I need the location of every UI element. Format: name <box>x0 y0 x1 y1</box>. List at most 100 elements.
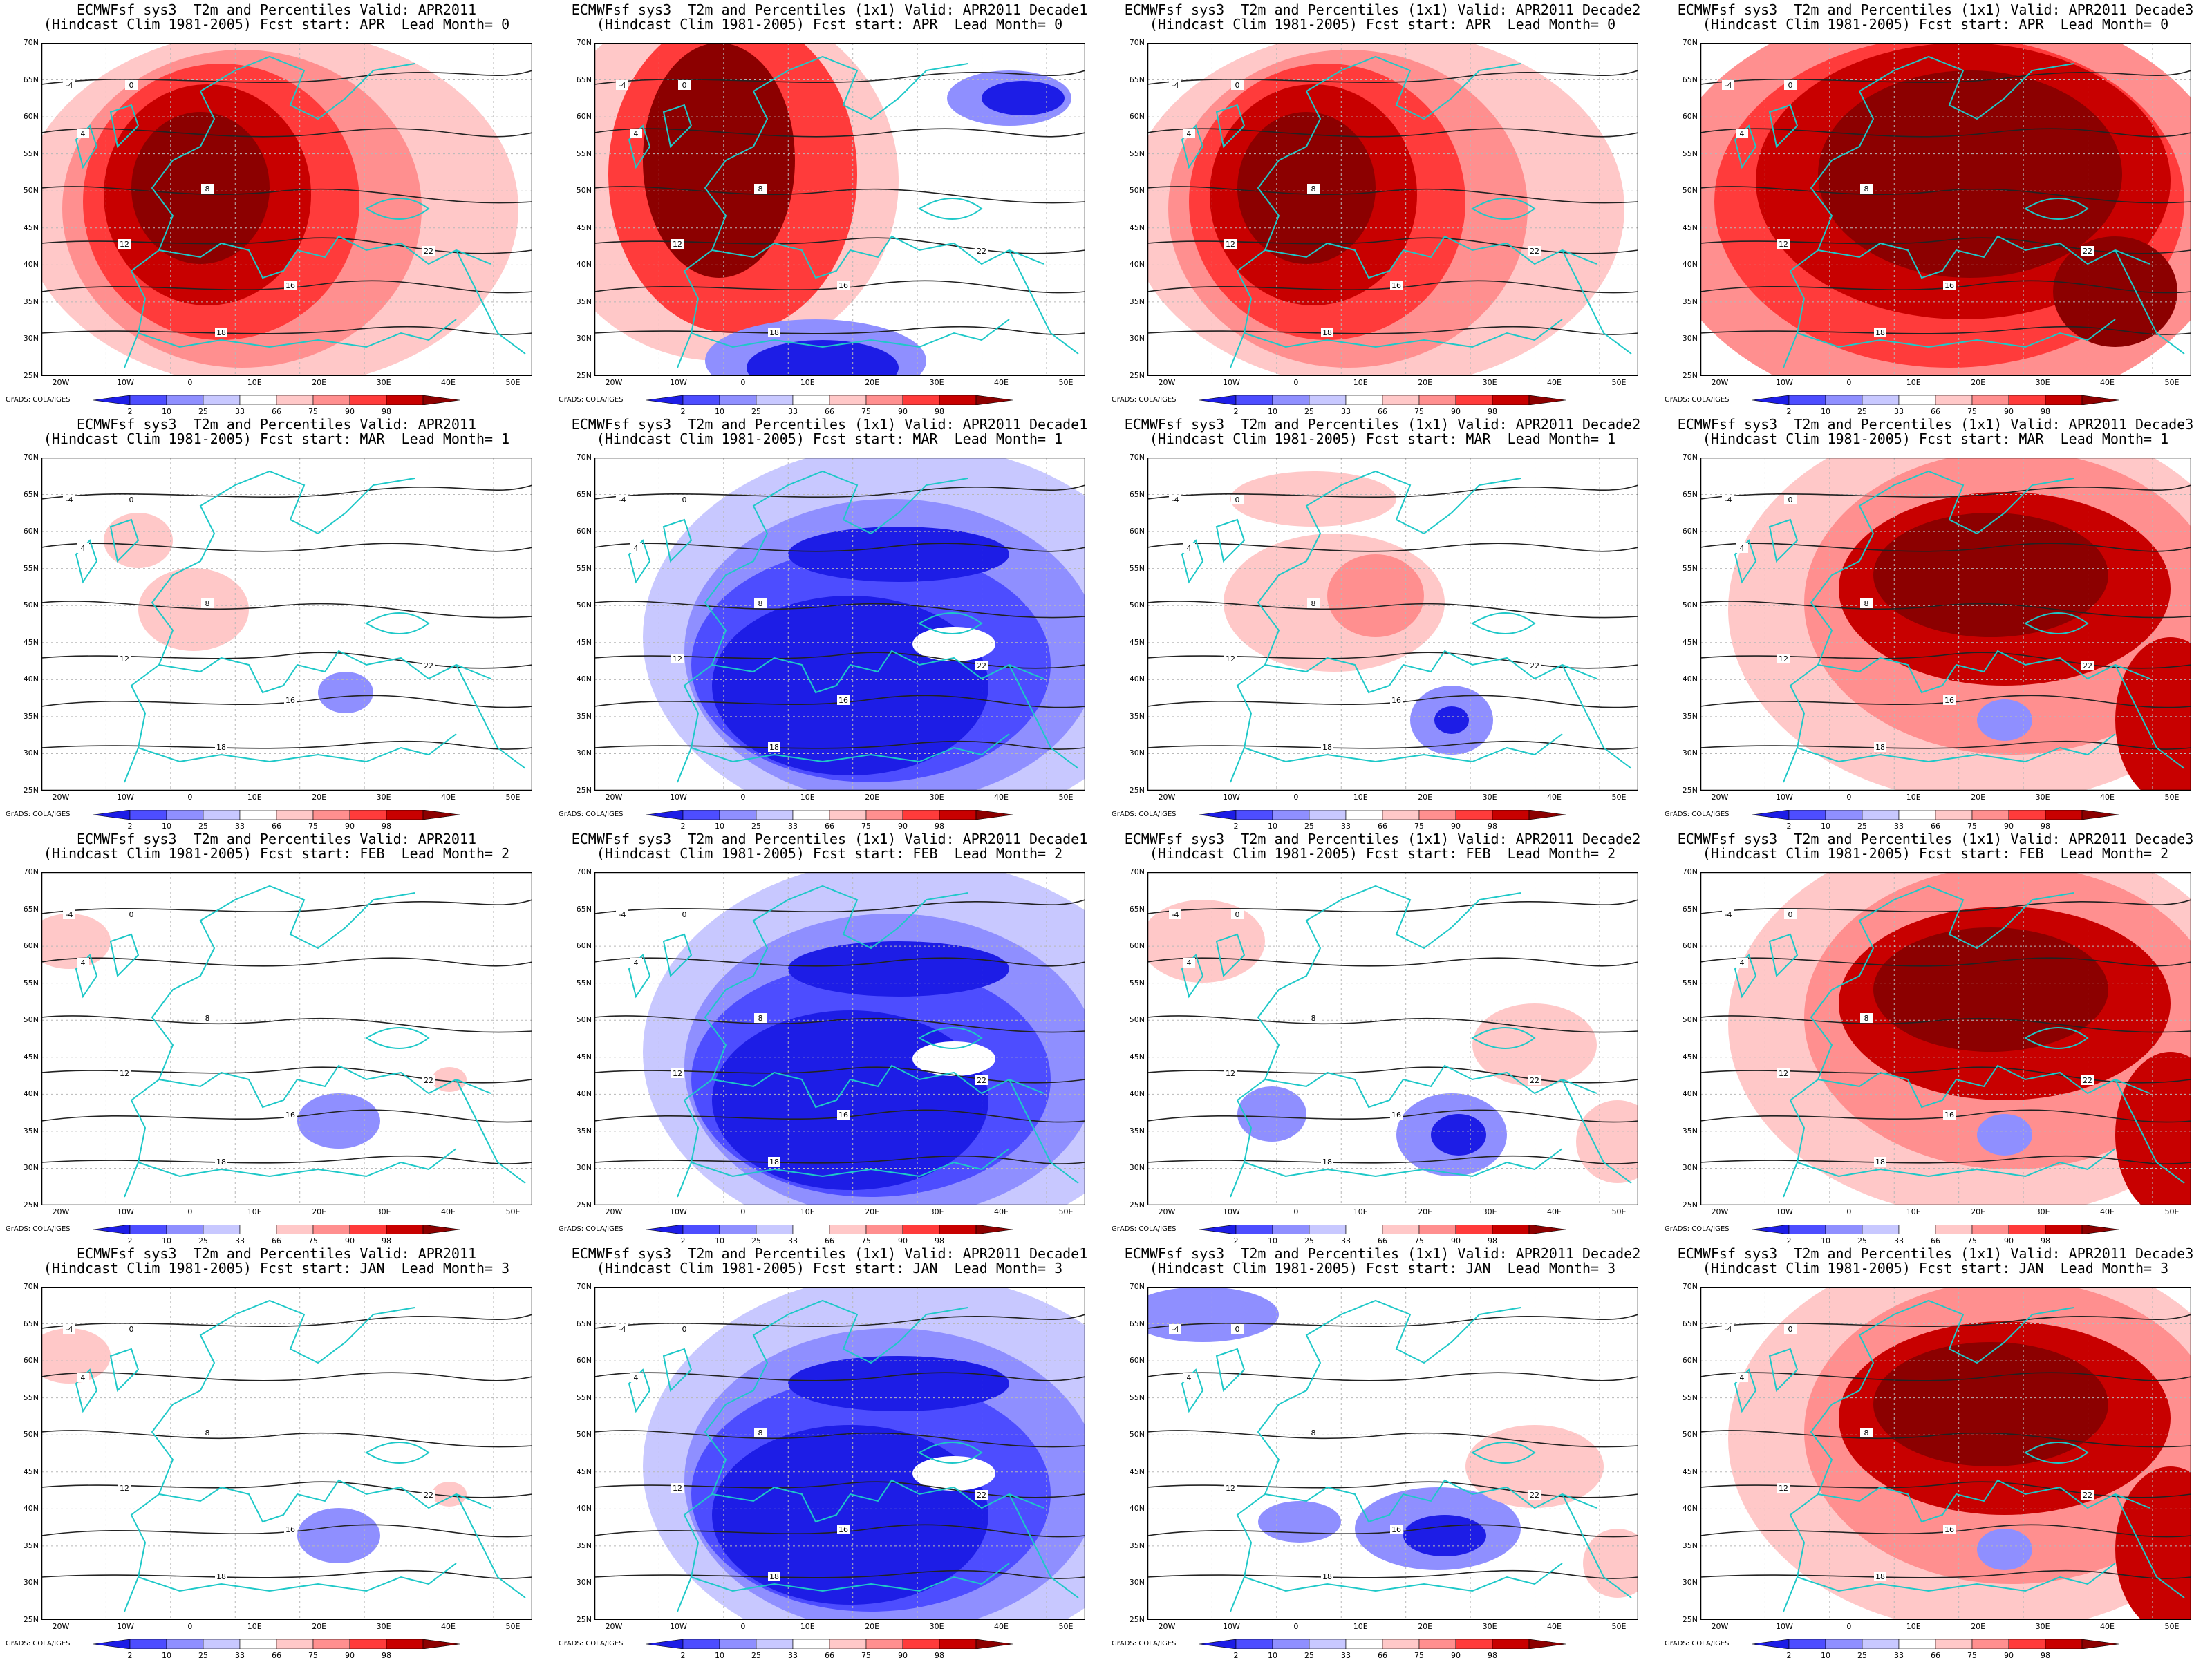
coastline <box>138 319 457 348</box>
coastline <box>628 124 651 169</box>
colorbar-tick-label: 25 <box>198 1236 208 1245</box>
contour-label: -4 <box>1172 910 1179 919</box>
anomaly-map: -4 0 4 8 12 16 18 22 <box>41 872 532 1205</box>
longitude-label: 30E <box>929 1207 944 1216</box>
colorbar-swatch <box>1272 395 1310 405</box>
longitude-label: 20E <box>865 1622 880 1631</box>
coastline <box>138 733 457 763</box>
longitude-label: 50E <box>1058 378 1074 387</box>
latitude-label: 70N <box>1682 867 1698 876</box>
contour-label: -4 <box>66 910 73 919</box>
contour-label: 0 <box>129 1325 134 1334</box>
coastline <box>1244 733 1563 763</box>
latitude-label: 45N <box>1682 223 1698 232</box>
percentile-shading <box>982 81 1065 115</box>
coastline <box>918 1027 983 1049</box>
latitude-label: 45N <box>1129 223 1145 232</box>
latitude-label: 30N <box>576 748 592 758</box>
temperature-contour <box>1700 70 2191 85</box>
colorbar-tick-label: 98 <box>2041 407 2050 416</box>
contour-label: -4 <box>66 1325 73 1334</box>
map-frame: -4 0 4 8 12 16 18 22 70N 65N 60N 55N 50N 45N 40N 35N 30N… <box>24 1283 532 1631</box>
contour-label: 22 <box>424 1491 433 1500</box>
colorbar-tick-label: 98 <box>935 1651 944 1660</box>
panel-subtitle: (Hindcast Clim 1981-2005) Fcst start: FE… <box>596 845 1063 862</box>
colorbar-tick-label: 75 <box>861 1236 871 1245</box>
contour-label: 22 <box>977 1491 986 1500</box>
colorbar-swatch <box>1862 810 1900 820</box>
latitude-label: 70N <box>1129 1282 1145 1291</box>
contour-label: 4 <box>1740 959 1745 968</box>
colorbar-swatch <box>422 1225 460 1234</box>
coastline <box>1264 650 1597 694</box>
contour-label: 0 <box>1788 496 1793 504</box>
contour-label: 12 <box>673 1069 682 1078</box>
colorbar-tick-label: 66 <box>825 407 834 416</box>
latitude-label: 55N <box>576 563 592 573</box>
colorbar-swatch <box>1935 810 1973 820</box>
coastline <box>1562 664 1632 769</box>
latitude-label: 55N <box>1682 149 1698 158</box>
latitude-label: 30N <box>23 1163 39 1173</box>
colorbar-tick-label: 75 <box>861 822 871 831</box>
coastline <box>109 1348 140 1393</box>
contour-label: 16 <box>1391 281 1401 290</box>
contour-label: -4 <box>1725 1325 1732 1334</box>
contour-label: 8 <box>205 1428 210 1437</box>
percentile-shading <box>643 43 795 278</box>
map-panel: ECMWFsf sys3 T2m and Percentiles (1x1) V… <box>553 1244 1106 1660</box>
latitude-label: 40N <box>23 1089 39 1099</box>
colorbar-tick-label: 10 <box>1821 407 1830 416</box>
temperature-contour <box>594 326 1085 335</box>
latitude-label: 70N <box>1129 453 1145 462</box>
coastline <box>711 1479 1044 1523</box>
colorbar-swatch <box>1345 1225 1383 1234</box>
colorbar-swatch <box>1455 1639 1493 1649</box>
coastline <box>124 1299 415 1612</box>
contour-label: 8 <box>205 599 210 608</box>
contour-label: 4 <box>1740 1373 1745 1382</box>
temperature-contour <box>41 899 532 914</box>
colorbar-swatch <box>975 1639 1013 1649</box>
contour-label: 16 <box>1391 696 1401 705</box>
longitude-label: 10W <box>669 793 687 802</box>
colorbar-tick-label: 10 <box>162 1651 171 1660</box>
colorbar-swatch <box>1935 1639 1973 1649</box>
panel-title: ECMWFsf sys3 T2m and Percentiles (1x1) V… <box>1677 1245 2194 1262</box>
temperature-contour <box>1147 695 1638 708</box>
temperature-contour <box>1147 1314 1638 1329</box>
coastline <box>628 539 651 584</box>
latitude-label: 65N <box>1682 75 1698 84</box>
latitude-label: 55N <box>1682 978 1698 988</box>
latitude-label: 50N <box>576 1015 592 1025</box>
coastline <box>1181 539 1204 584</box>
temperature-contour <box>1700 1569 2191 1579</box>
contour-label: -4 <box>1725 910 1732 919</box>
longitude-label: 20W <box>52 793 70 802</box>
latitude-label: 60N <box>23 527 39 536</box>
latitude-label: 50N <box>576 1430 592 1440</box>
contour-label: 22 <box>2083 1076 2092 1085</box>
map-panel: ECMWFsf sys3 T2m and Percentiles (1x1) V… <box>1659 829 2212 1245</box>
longitude-label: 10W <box>1222 1622 1240 1631</box>
colorbar-swatch <box>1898 1225 1936 1234</box>
latitude-label: 45N <box>576 1052 592 1062</box>
contour-label: 22 <box>2083 1491 2092 1500</box>
contour-label: 22 <box>1530 247 1539 256</box>
contour-label: 8 <box>1864 185 1869 194</box>
colorbar-swatch <box>349 810 387 820</box>
colorbar-swatch <box>422 395 460 405</box>
coastline <box>75 954 98 999</box>
grads-credit: GrADS: COLA/IGES <box>1112 396 1177 404</box>
longitude-label: 10W <box>1775 1207 1793 1216</box>
colorbar-swatch <box>1199 810 1237 820</box>
colorbar-swatch <box>2081 395 2119 405</box>
longitude-label: 20E <box>1418 1622 1433 1631</box>
longitude-label: 20E <box>1971 1622 1986 1631</box>
panel-title: ECMWFsf sys3 T2m and Percentiles (1x1) V… <box>1677 416 2194 433</box>
latitude-label: 60N <box>1129 941 1145 951</box>
coastline <box>1562 1079 1632 1184</box>
coastline <box>365 1027 430 1049</box>
colorbar-tick-label: 66 <box>1378 822 1387 831</box>
latitude-label: 70N <box>23 1282 39 1291</box>
